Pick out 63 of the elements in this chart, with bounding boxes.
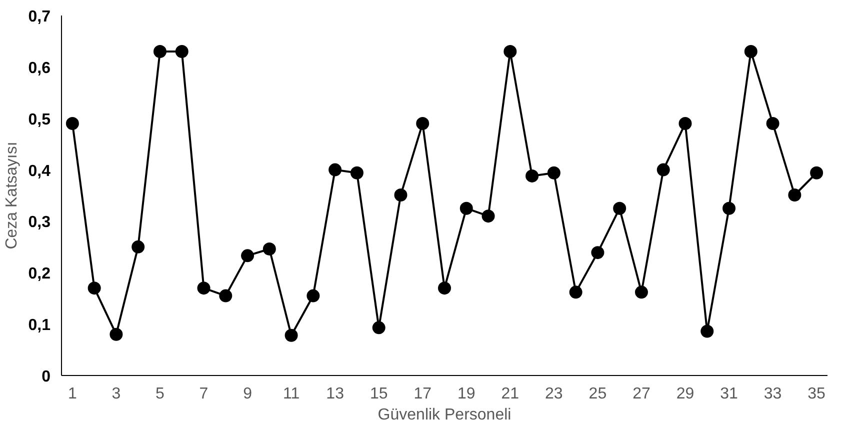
- y-tick-label: 0,6: [28, 60, 51, 77]
- x-tick-label: 9: [243, 386, 252, 402]
- y-tick-label: 0,4: [28, 162, 51, 180]
- x-tick-label: 19: [457, 386, 476, 402]
- point: [350, 166, 364, 180]
- y-tick-label: 0,1: [28, 317, 51, 334]
- point: [438, 282, 451, 295]
- x-tick-label: 15: [370, 386, 388, 402]
- x-tick-label: 33: [764, 386, 782, 402]
- point: [569, 286, 582, 299]
- x-tick-label: 11: [282, 386, 300, 402]
- point: [416, 117, 430, 130]
- y-tick-label: 0: [42, 368, 51, 386]
- point: [328, 163, 342, 176]
- point: [175, 45, 188, 58]
- point: [547, 166, 560, 180]
- point: [110, 328, 123, 341]
- point: [634, 286, 648, 299]
- x-tick-label: 5: [156, 386, 165, 402]
- point: [526, 169, 539, 182]
- x-tick-label: 3: [112, 386, 121, 402]
- point: [197, 282, 210, 295]
- point: [394, 188, 408, 202]
- x-tick-label: 7: [199, 386, 208, 402]
- point: [810, 166, 824, 180]
- y-tick-label: 0,2: [28, 266, 51, 283]
- x-tick-label: 29: [676, 386, 694, 402]
- point: [284, 328, 298, 342]
- point: [678, 117, 692, 130]
- point: [656, 163, 670, 176]
- x-tick-label: 13: [326, 386, 344, 402]
- x-tick-label: 35: [808, 386, 826, 402]
- x-tick-label: 31: [720, 386, 738, 402]
- point: [372, 321, 386, 334]
- point: [153, 45, 166, 58]
- point: [66, 117, 79, 130]
- point: [88, 282, 101, 295]
- point: [591, 246, 604, 260]
- x-tick-label: 27: [632, 386, 650, 402]
- point: [700, 324, 714, 338]
- point: [132, 240, 145, 254]
- point: [262, 242, 276, 256]
- x-tick-label: 1: [68, 386, 77, 402]
- point: [241, 249, 254, 262]
- point: [744, 45, 758, 58]
- point: [460, 202, 473, 215]
- y-tick-label: 0,3: [28, 214, 51, 232]
- x-axis-title: Güvenlik Personeli: [378, 406, 512, 424]
- x-tick-label: 23: [545, 386, 563, 402]
- point: [722, 202, 736, 215]
- point: [306, 289, 320, 302]
- y-tick-label: 0,5: [28, 111, 51, 128]
- point: [504, 45, 517, 58]
- point: [766, 117, 780, 130]
- x-tick-label: 25: [588, 386, 607, 402]
- point: [482, 210, 495, 223]
- y-tick-label: 0,7: [28, 8, 51, 26]
- point: [219, 289, 232, 302]
- x-tick-label: 17: [414, 386, 432, 402]
- x-tick-label: 21: [501, 386, 520, 402]
- y-axis-title: Ceza Katsayısı: [3, 142, 20, 250]
- point: [613, 202, 626, 215]
- point: [788, 188, 802, 202]
